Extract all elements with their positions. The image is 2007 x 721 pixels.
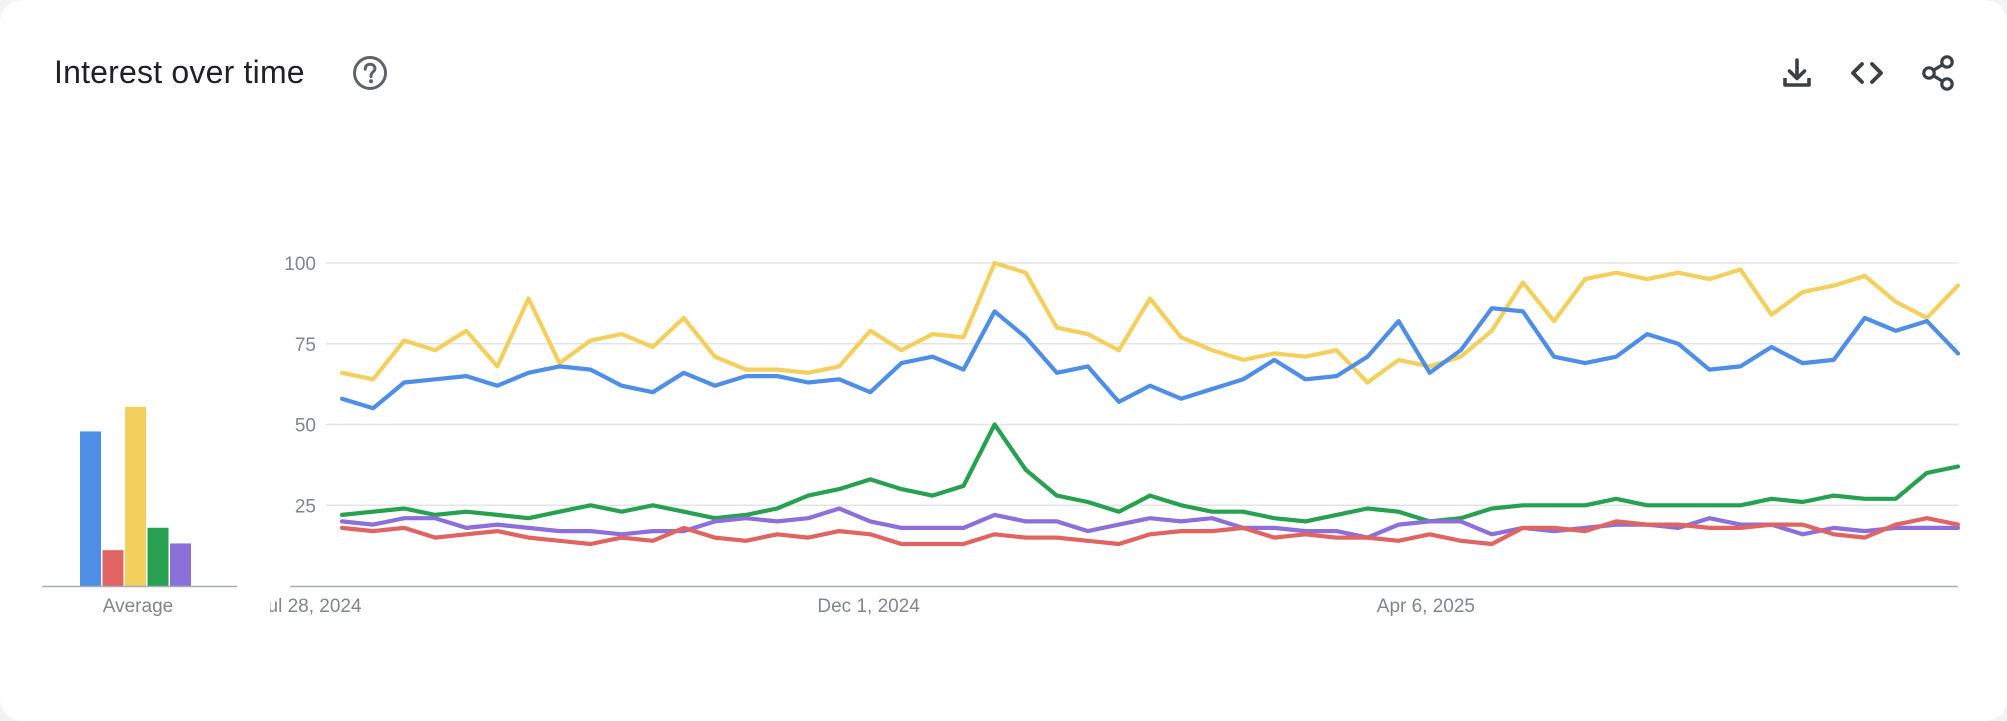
series-line-4 (339, 516, 1961, 547)
x-tick-label: Dec 1, 2024 (817, 596, 920, 617)
embed-code-icon[interactable] (1847, 53, 1887, 93)
series-line-0 (339, 260, 1961, 385)
average-label: Average (103, 596, 173, 617)
y-tick-label-25: 25 (295, 496, 316, 517)
card-title: Interest over time (54, 54, 305, 90)
average-bar-chart: Average (42, 406, 237, 617)
average-bar-4 (170, 543, 191, 586)
x-tick-label: Apr 6, 2025 (1377, 596, 1475, 617)
y-tick-label-50: 50 (295, 416, 316, 437)
y-tick-label-75: 75 (295, 335, 316, 356)
y-tick-label-100: 100 (284, 254, 316, 275)
series-line-1 (339, 306, 1961, 411)
help-circle-icon[interactable] (352, 55, 388, 91)
series-line-2 (339, 422, 1961, 524)
interest-line-chart: 25 50 75 100 Jul 28, 2024 Dec 1, 2024 Apr 6, 2… (270, 254, 1961, 617)
average-bar-1 (102, 550, 124, 586)
share-icon[interactable] (1918, 53, 1958, 93)
average-bar-3 (147, 527, 169, 586)
download-icon[interactable] (1777, 53, 1817, 93)
average-bar-2 (125, 406, 146, 586)
average-bar-0 (80, 431, 101, 586)
x-tick-label: Jul 28, 2024 (270, 596, 362, 617)
